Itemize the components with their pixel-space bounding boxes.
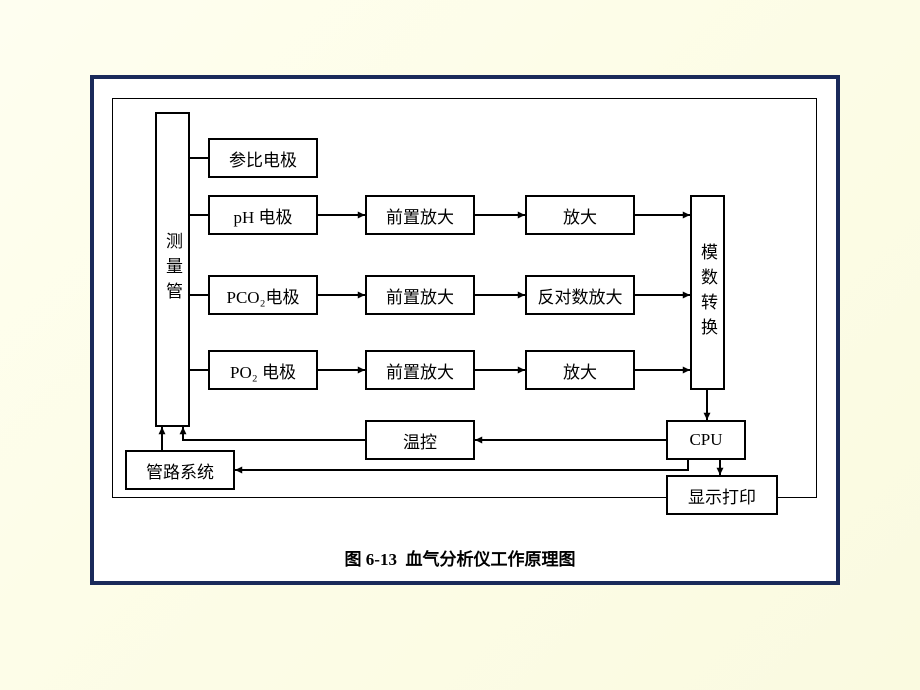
node-label: 前置放大	[386, 203, 454, 228]
node-label: 反对数放大	[538, 283, 623, 308]
node-amp1: 放大	[525, 195, 635, 235]
node-label: 参比电极	[229, 146, 297, 171]
node-ph-electrode: pH 电极	[208, 195, 318, 235]
node-adc: 模数转换	[690, 195, 725, 390]
node-preamp2: 前置放大	[365, 275, 475, 315]
node-label: 前置放大	[386, 358, 454, 383]
caption-prefix: 图 6-13	[345, 550, 397, 569]
node-po2-electrode: PO₂ 电极	[208, 350, 318, 390]
node-cpu: CPU	[666, 420, 746, 460]
node-label: 模数转换	[695, 243, 720, 343]
node-measure-tube: 测量管	[155, 112, 190, 427]
node-label: 温控	[403, 428, 437, 453]
node-label: 放大	[563, 358, 597, 383]
node-label: 测量管	[160, 232, 185, 307]
node-label: 前置放大	[386, 283, 454, 308]
node-label: CPU	[689, 430, 722, 450]
node-label: 管路系统	[146, 458, 214, 483]
node-label: 放大	[563, 203, 597, 228]
node-pipe-system: 管路系统	[125, 450, 235, 490]
figure-caption: 图 6-13 血气分析仪工作原理图	[0, 545, 920, 570]
node-label: PO₂ 电极	[230, 358, 296, 383]
node-preamp1: 前置放大	[365, 195, 475, 235]
node-antilog-amp: 反对数放大	[525, 275, 635, 315]
node-pco2-electrode: PCO₂电极	[208, 275, 318, 315]
node-label: PCO₂电极	[227, 283, 300, 308]
node-preamp3: 前置放大	[365, 350, 475, 390]
node-ref-electrode: 参比电极	[208, 138, 318, 178]
caption-text: 血气分析仪工作原理图	[405, 550, 575, 569]
node-temp-ctrl: 温控	[365, 420, 475, 460]
node-label: pH 电极	[233, 203, 292, 228]
node-display-print: 显示打印	[666, 475, 778, 515]
node-label: 显示打印	[688, 483, 756, 508]
node-amp3: 放大	[525, 350, 635, 390]
